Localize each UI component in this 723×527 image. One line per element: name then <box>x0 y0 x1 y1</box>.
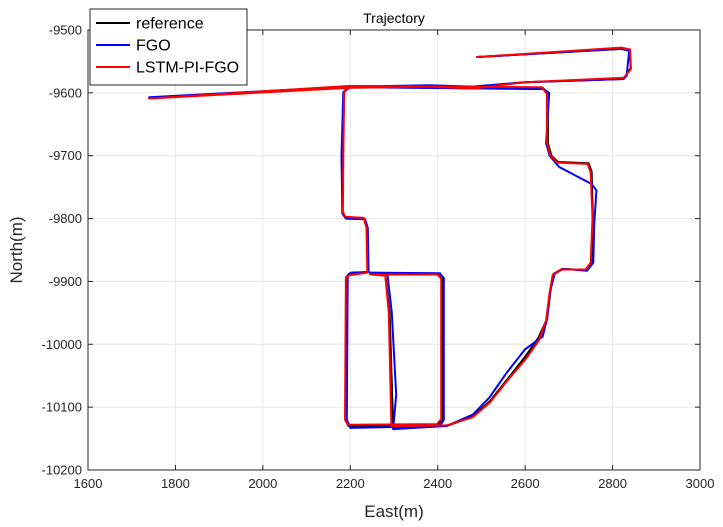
chart-title: Trajectory <box>363 10 425 26</box>
x-tick-label: 3000 <box>686 476 715 491</box>
y-tick-label: -9600 <box>49 85 82 100</box>
y-tick-label: -10100 <box>42 400 82 415</box>
x-tick-label: 2400 <box>423 476 452 491</box>
x-tick-label: 2000 <box>248 476 277 491</box>
legend-label: FGO <box>136 38 171 55</box>
x-tick-label: 1600 <box>74 476 103 491</box>
y-tick-label: -9800 <box>49 211 82 226</box>
plot-frame <box>87 29 701 471</box>
x-axis-title: East(m) <box>364 502 424 521</box>
legend-box <box>89 8 248 86</box>
series-lines <box>148 46 632 431</box>
x-tick-label: 2200 <box>336 476 365 491</box>
axis-ticks: 1600 1800 2000 2200 2400 2600 2800 3000 -10200 -1… <box>42 23 715 492</box>
y-tick-label: -9700 <box>49 148 82 163</box>
y-tick-label: -10000 <box>42 337 82 352</box>
legend: reference FGO LSTM-PI-FGO <box>89 8 248 86</box>
legend-label: reference <box>136 16 204 33</box>
y-tick-label: -9900 <box>49 274 82 289</box>
y-tick-label: -9500 <box>49 23 82 38</box>
series-line-lstm-pi-fgo <box>148 46 632 427</box>
plot-area <box>88 30 700 470</box>
x-tick-label: 1800 <box>161 476 190 491</box>
y-tick-label: -10200 <box>42 463 82 478</box>
y-axis-title: North(m) <box>7 216 26 283</box>
x-tick-label: 2600 <box>511 476 540 491</box>
legend-label: LSTM-PI-FGO <box>136 60 239 77</box>
x-tick-label: 2800 <box>598 476 627 491</box>
